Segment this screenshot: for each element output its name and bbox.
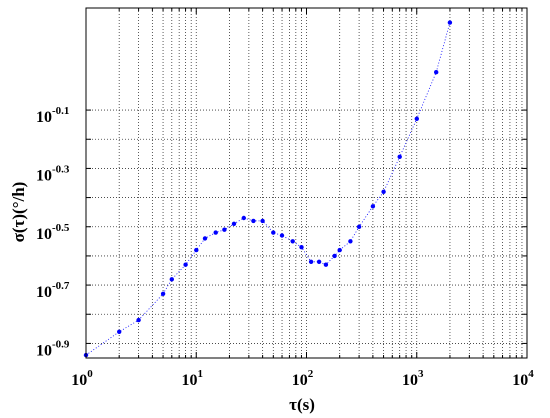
data-point (299, 245, 304, 250)
data-point (290, 239, 295, 244)
data-point (397, 154, 402, 159)
data-point (136, 317, 141, 323)
data-point (183, 262, 188, 267)
y-tick-label: 10-0.3 (36, 163, 70, 184)
data-point (447, 20, 453, 25)
data-series (83, 20, 453, 358)
y-tick-label: 10-0.1 (36, 105, 69, 126)
data-point (316, 259, 322, 264)
tick-marks (86, 8, 527, 358)
y-tick-label: 10-0.7 (36, 280, 70, 301)
data-point (337, 247, 342, 253)
y-tick-label: 10-0.9 (36, 338, 70, 359)
x-tick-label: 102 (292, 368, 314, 389)
data-point (381, 189, 386, 194)
data-point (231, 221, 237, 226)
data-point (414, 116, 419, 122)
data-point (370, 204, 376, 209)
x-tick-label: 100 (71, 368, 93, 389)
data-point (222, 227, 227, 232)
data-point (323, 262, 329, 267)
data-point (213, 230, 218, 235)
x-tick-label: 103 (402, 368, 424, 389)
data-point (356, 224, 362, 229)
x-tick-labels: 100 101 102 103 104 (71, 368, 534, 389)
data-point (279, 233, 285, 238)
data-point (160, 291, 166, 296)
data-point (241, 215, 246, 221)
x-axis-label: τ(s) (289, 395, 315, 414)
y-tick-labels: 10-0.1 10-0.3 10-0.5 10-0.7 10-0.9 (36, 105, 70, 359)
data-point (332, 253, 337, 259)
data-point (117, 329, 122, 334)
grid (86, 8, 527, 358)
x-tick-label: 104 (512, 368, 534, 389)
data-point (194, 247, 199, 253)
data-point (251, 218, 256, 224)
data-point (308, 259, 314, 264)
data-point (348, 239, 353, 244)
y-axis-label: σ(τ)(°/h) (9, 182, 28, 243)
series-line (85, 22, 451, 356)
data-point (434, 70, 439, 75)
data-point (202, 236, 208, 241)
x-tick-label: 101 (182, 368, 204, 389)
data-point (271, 230, 276, 235)
data-point (169, 277, 174, 282)
data-point (260, 218, 265, 224)
y-tick-label: 10-0.5 (36, 222, 70, 243)
